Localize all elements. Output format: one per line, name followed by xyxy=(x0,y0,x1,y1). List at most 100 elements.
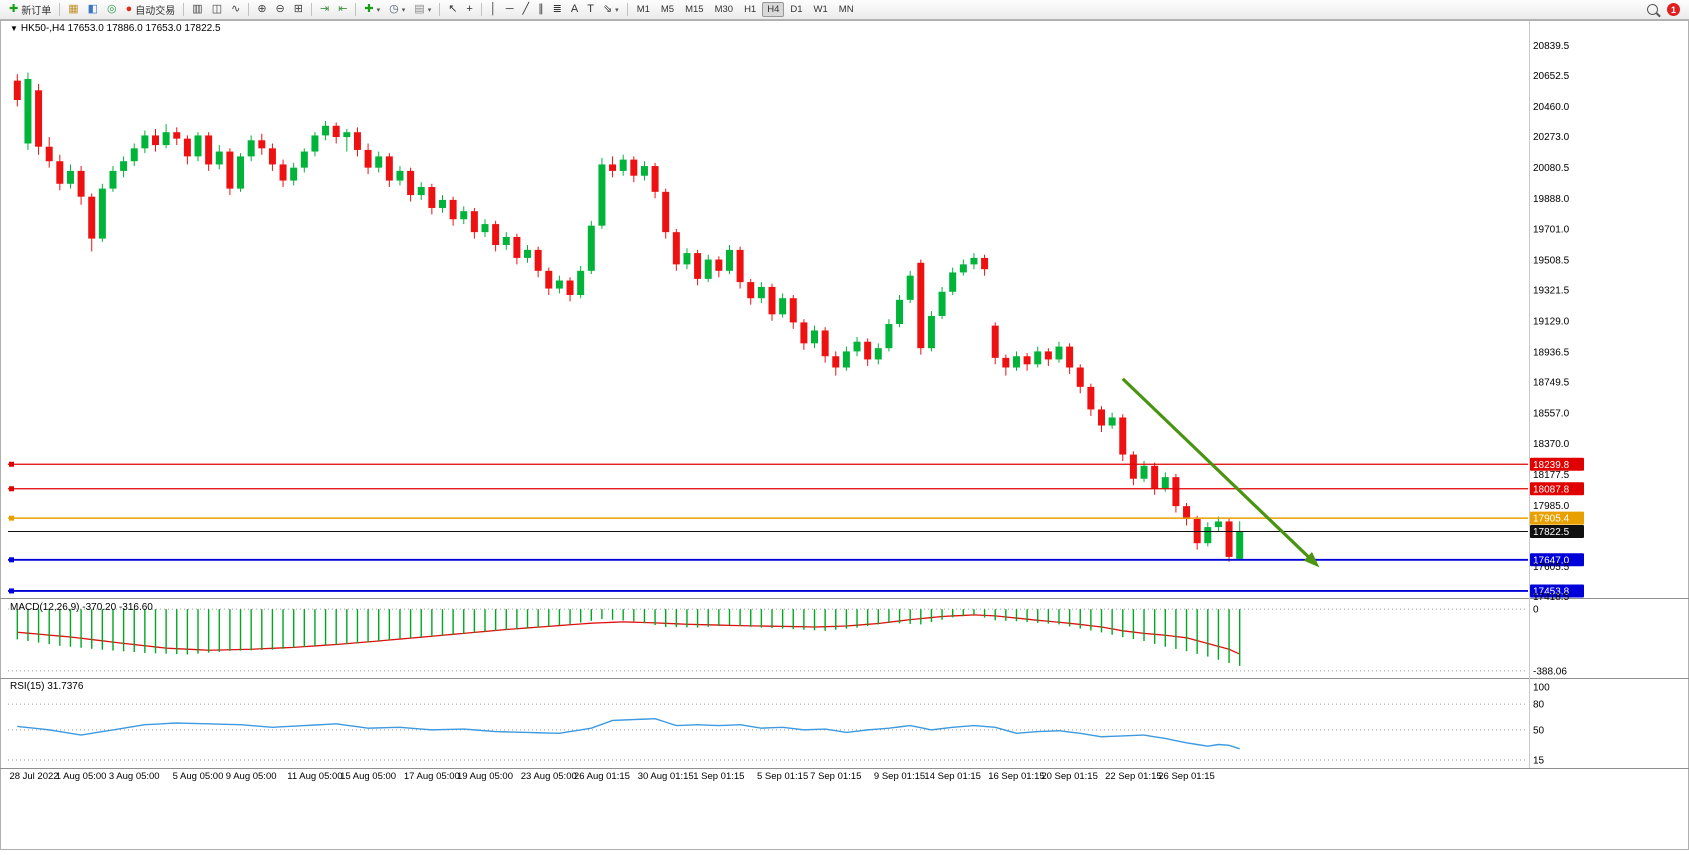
timeframe-mn-button[interactable]: MN xyxy=(838,4,854,15)
candles-layer xyxy=(13,72,1244,562)
text-label-button[interactable]: T xyxy=(583,1,598,19)
zoom-out-button[interactable]: ⊖ xyxy=(272,1,289,19)
tile-windows-icon: ⊞ xyxy=(293,3,303,15)
collapse-icon[interactable]: ▼ xyxy=(10,24,18,33)
svg-text:17 Aug 05:00: 17 Aug 05:00 xyxy=(404,771,460,782)
line-chart-type-icon: ∿ xyxy=(231,3,241,15)
price-axis[interactable]: 18239.8 18087.8 17905.4 17822.5 17647.0 17453… xyxy=(1530,41,1584,767)
timeframe-m30-button[interactable]: M30 xyxy=(714,4,734,15)
new-order-button[interactable]: ✚ 新订单 xyxy=(5,1,55,19)
arrows-icon: ⇘ xyxy=(602,3,613,15)
chart-ohlc-text: HK50-,H4 17653.0 17886.0 17653.0 17822.5 xyxy=(20,23,221,34)
vertical-line-button[interactable]: │ xyxy=(486,1,501,19)
fibonacci-button[interactable]: ≣ xyxy=(549,1,566,19)
svg-text:100: 100 xyxy=(1533,682,1550,693)
search-icon[interactable] xyxy=(1647,4,1658,15)
periods-button[interactable]: ◷ ▾ xyxy=(385,1,409,19)
line-chart-type-button[interactable]: ∿ xyxy=(227,1,244,19)
rsi-pane xyxy=(8,703,1528,761)
indicators-button[interactable]: ✚ ▾ xyxy=(360,1,384,19)
charts-button[interactable]: ▦ xyxy=(64,1,82,19)
current-price-line-badge xyxy=(1530,525,1584,539)
fibonacci-icon: ≣ xyxy=(552,3,562,15)
svg-text:22 Sep 01:15: 22 Sep 01:15 xyxy=(1105,771,1162,782)
notification-badge[interactable]: 1 xyxy=(1667,3,1680,16)
resistance-line-1-handle[interactable] xyxy=(9,461,14,467)
chevron-down-icon: ▾ xyxy=(615,6,619,14)
svg-text:9 Sep 01:15: 9 Sep 01:15 xyxy=(874,771,925,782)
cursor-button[interactable]: ↖ xyxy=(444,1,461,19)
timeframe-d1-button[interactable]: D1 xyxy=(790,4,803,15)
chart-shift-button[interactable]: ⇤ xyxy=(334,1,351,19)
svg-text:18087.8: 18087.8 xyxy=(1533,484,1570,495)
rsi-line xyxy=(17,717,1240,750)
price-lines-layer[interactable] xyxy=(8,461,1528,594)
svg-text:20080.5: 20080.5 xyxy=(1533,163,1570,174)
timeframe-w1-button[interactable]: W1 xyxy=(813,4,828,15)
autotrading-button[interactable]: ● 自动交易 xyxy=(122,1,180,19)
toolbar-separator xyxy=(439,3,441,16)
svg-text:19888.0: 19888.0 xyxy=(1533,194,1570,205)
svg-text:20652.5: 20652.5 xyxy=(1533,71,1570,82)
chevron-down-icon: ▾ xyxy=(401,6,406,14)
macd-histogram xyxy=(16,609,1241,666)
svg-text:26 Sep 01:15: 26 Sep 01:15 xyxy=(1158,771,1215,782)
arrows-button[interactable]: ⇘ ▾ xyxy=(599,1,623,19)
resistance-line-1-badge xyxy=(1530,457,1584,471)
trend-arrow[interactable] xyxy=(1121,377,1320,568)
channel-button[interactable]: ∥ xyxy=(534,1,548,19)
crosshair-button[interactable]: + xyxy=(462,1,476,19)
autotrading-button-label: 自动交易 xyxy=(135,6,176,17)
indicators-icon: ✚ xyxy=(364,3,374,15)
macd-values: -370.20 -316.60 xyxy=(82,602,153,613)
svg-text:3 Aug 05:00: 3 Aug 05:00 xyxy=(109,771,160,782)
trendline-button[interactable]: ╱ xyxy=(519,1,534,19)
timeframe-m15-button[interactable]: M15 xyxy=(685,4,704,15)
text-button[interactable]: A xyxy=(567,1,582,19)
autotrading-icon: ● xyxy=(125,3,133,15)
bar-chart-type-icon: ▥ xyxy=(192,3,203,15)
toolbar-separator xyxy=(355,3,357,16)
horizontal-line-button[interactable]: ─ xyxy=(502,1,518,19)
pivot-line-handle[interactable] xyxy=(9,515,14,521)
new-order-icon: ✚ xyxy=(9,3,19,15)
market-watch-button[interactable]: ◧ xyxy=(84,1,102,19)
bar-chart-type-button[interactable]: ▥ xyxy=(188,1,206,19)
macd-label: MACD(12,26,9) -370.20 -316.60 xyxy=(10,602,153,613)
svg-text:26 Aug 01:15: 26 Aug 01:15 xyxy=(574,771,630,782)
svg-text:28 Jul 2022: 28 Jul 2022 xyxy=(9,771,58,782)
templates-button[interactable]: ▤ ▾ xyxy=(410,1,435,19)
support-line-1-handle[interactable] xyxy=(9,557,14,563)
svg-text:18936.5: 18936.5 xyxy=(1533,347,1570,358)
svg-text:19701.0: 19701.0 xyxy=(1533,224,1570,235)
resistance-line-2-handle[interactable] xyxy=(9,486,14,492)
svg-text:20273.0: 20273.0 xyxy=(1533,132,1570,143)
timeframe-h4-button[interactable]: H4 xyxy=(762,2,785,17)
candlestick-type-button[interactable]: ◫ xyxy=(208,1,226,19)
support-line-2-handle[interactable] xyxy=(9,588,14,594)
toolbar-right: 1 xyxy=(1647,3,1684,16)
timeframe-m1-button[interactable]: M1 xyxy=(636,4,650,15)
zoom-in-button[interactable]: ⊕ xyxy=(253,1,270,19)
timeframe-h1-button[interactable]: H1 xyxy=(744,4,757,15)
charts-icon: ▦ xyxy=(68,3,79,15)
svg-text:7 Sep 01:15: 7 Sep 01:15 xyxy=(810,771,861,782)
svg-text:9 Aug 05:00: 9 Aug 05:00 xyxy=(226,771,277,782)
auto-scroll-button[interactable]: ⇥ xyxy=(316,1,333,19)
svg-text:19 Aug 05:00: 19 Aug 05:00 xyxy=(457,771,513,782)
svg-text:17605.5: 17605.5 xyxy=(1533,562,1570,573)
zoom-in-icon: ⊕ xyxy=(257,3,267,15)
navigator-icon: ◎ xyxy=(107,3,117,15)
tile-windows-button[interactable]: ⊞ xyxy=(290,1,307,19)
svg-text:-388.06: -388.06 xyxy=(1533,666,1567,677)
svg-text:16 Sep 01:15: 16 Sep 01:15 xyxy=(988,771,1045,782)
vertical-line-icon: │ xyxy=(489,3,497,15)
svg-text:15 Aug 05:00: 15 Aug 05:00 xyxy=(340,771,396,782)
svg-text:19321.5: 19321.5 xyxy=(1533,285,1570,296)
chart-shift-icon: ⇤ xyxy=(338,3,348,15)
timeframe-m5-button[interactable]: M5 xyxy=(660,4,675,15)
svg-text:11 Aug 05:00: 11 Aug 05:00 xyxy=(287,771,342,782)
navigator-button[interactable]: ◎ xyxy=(103,1,121,19)
